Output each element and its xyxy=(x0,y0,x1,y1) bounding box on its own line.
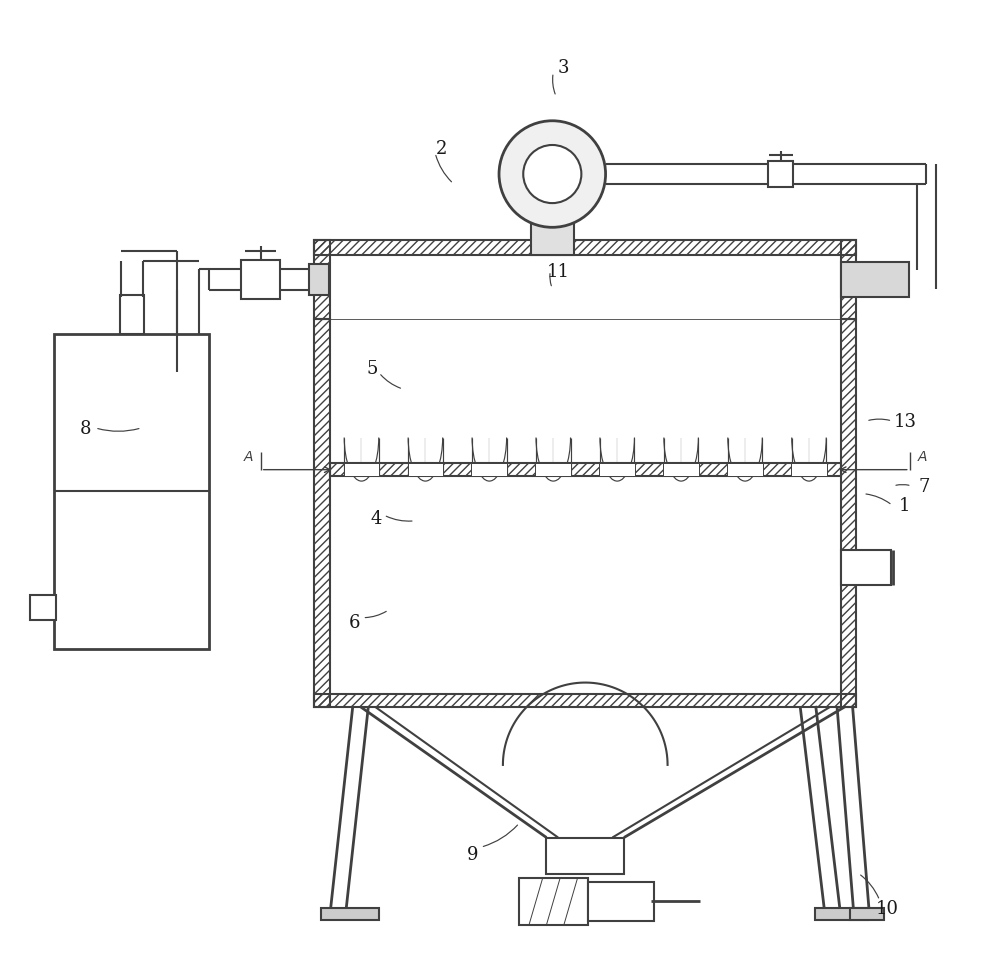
Bar xyxy=(330,463,841,477)
Bar xyxy=(546,837,624,874)
Text: 3: 3 xyxy=(557,59,569,78)
Bar xyxy=(330,256,841,320)
Bar xyxy=(314,240,330,320)
Text: 4: 4 xyxy=(370,510,382,527)
Bar xyxy=(588,882,654,921)
Bar xyxy=(330,320,841,695)
Bar xyxy=(408,463,443,477)
Bar xyxy=(30,596,56,620)
Text: 8: 8 xyxy=(80,420,91,437)
Text: 5: 5 xyxy=(366,359,378,377)
Text: 13: 13 xyxy=(893,413,916,430)
Bar xyxy=(599,463,635,477)
Bar xyxy=(531,223,574,256)
Bar xyxy=(314,240,856,256)
Bar xyxy=(471,463,507,477)
Bar xyxy=(791,463,827,477)
Text: 11: 11 xyxy=(547,263,570,281)
Bar xyxy=(727,463,763,477)
Bar xyxy=(535,463,571,477)
Bar xyxy=(768,162,793,187)
Bar xyxy=(841,320,856,707)
Text: 7: 7 xyxy=(919,478,930,495)
Bar xyxy=(309,265,329,296)
Bar xyxy=(314,320,330,707)
Bar xyxy=(241,261,280,299)
Bar xyxy=(519,878,588,924)
Text: A: A xyxy=(243,450,253,463)
Text: 10: 10 xyxy=(876,899,899,918)
Bar xyxy=(314,695,856,707)
Text: 6: 6 xyxy=(349,613,360,631)
Bar xyxy=(54,334,209,649)
Bar xyxy=(841,240,856,320)
Text: 2: 2 xyxy=(436,140,448,158)
Bar xyxy=(663,463,699,477)
Bar xyxy=(850,908,884,920)
Text: A: A xyxy=(918,450,927,463)
Circle shape xyxy=(499,122,606,228)
Bar xyxy=(815,908,868,920)
Bar xyxy=(321,908,379,920)
Bar xyxy=(120,296,144,334)
Bar xyxy=(344,463,379,477)
Circle shape xyxy=(523,146,581,203)
Bar xyxy=(841,263,909,297)
Text: 9: 9 xyxy=(467,845,479,863)
Bar xyxy=(841,550,891,585)
Text: 1: 1 xyxy=(899,497,911,515)
